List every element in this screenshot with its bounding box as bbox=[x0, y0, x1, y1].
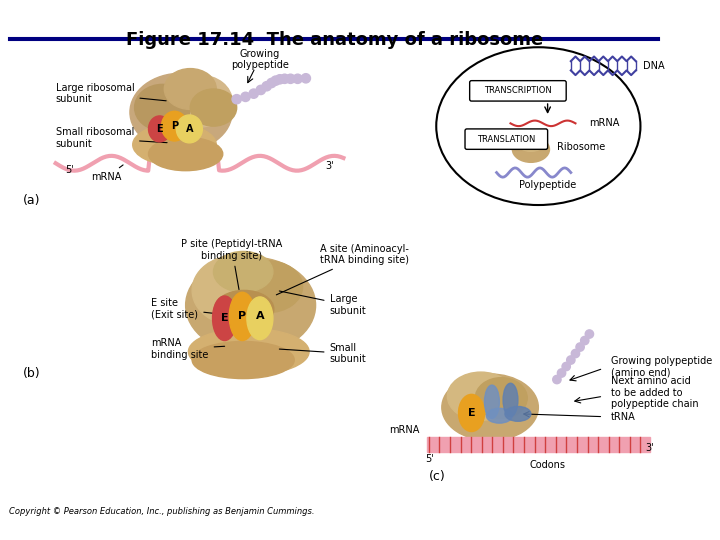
Ellipse shape bbox=[475, 377, 527, 418]
Circle shape bbox=[280, 74, 289, 84]
Ellipse shape bbox=[215, 291, 274, 328]
Text: mRNA
binding site: mRNA binding site bbox=[151, 338, 225, 360]
Circle shape bbox=[293, 74, 302, 84]
Circle shape bbox=[249, 89, 258, 98]
Ellipse shape bbox=[167, 75, 232, 127]
Text: Next amino acid
to be added to
polypeptide chain: Next amino acid to be added to polypepti… bbox=[611, 376, 698, 409]
Text: E: E bbox=[221, 313, 228, 323]
Circle shape bbox=[232, 94, 241, 104]
Text: 5': 5' bbox=[66, 165, 74, 175]
Text: 3': 3' bbox=[645, 443, 654, 453]
Circle shape bbox=[571, 349, 580, 357]
Text: Growing polypeptide
(amino end): Growing polypeptide (amino end) bbox=[611, 356, 712, 377]
Ellipse shape bbox=[442, 374, 539, 441]
Ellipse shape bbox=[192, 255, 282, 326]
Ellipse shape bbox=[176, 115, 202, 143]
Circle shape bbox=[262, 82, 271, 91]
Text: 3': 3' bbox=[325, 161, 334, 171]
Circle shape bbox=[553, 375, 561, 384]
Ellipse shape bbox=[130, 73, 232, 151]
Ellipse shape bbox=[229, 292, 256, 341]
Circle shape bbox=[275, 75, 284, 84]
Text: A site (Aminoacyl-
tRNA binding site): A site (Aminoacyl- tRNA binding site) bbox=[276, 244, 409, 295]
Ellipse shape bbox=[487, 408, 513, 423]
Text: E site
(Exit site): E site (Exit site) bbox=[151, 298, 214, 320]
Ellipse shape bbox=[148, 116, 171, 142]
Text: Growing
polypeptide: Growing polypeptide bbox=[231, 49, 289, 70]
Ellipse shape bbox=[189, 328, 309, 375]
Circle shape bbox=[241, 92, 250, 102]
Circle shape bbox=[580, 336, 589, 345]
Circle shape bbox=[301, 73, 310, 83]
Text: P: P bbox=[171, 121, 178, 131]
Text: mRNA: mRNA bbox=[91, 165, 123, 182]
Circle shape bbox=[562, 362, 570, 370]
Text: TRANSCRIPTION: TRANSCRIPTION bbox=[484, 86, 552, 96]
Text: tRNA: tRNA bbox=[611, 411, 636, 422]
Ellipse shape bbox=[135, 84, 190, 131]
Text: P site (Peptidyl-tRNA
binding site): P site (Peptidyl-tRNA binding site) bbox=[181, 239, 283, 289]
Circle shape bbox=[567, 356, 575, 364]
Text: (c): (c) bbox=[429, 470, 446, 483]
Ellipse shape bbox=[161, 111, 187, 141]
Text: (a): (a) bbox=[23, 194, 41, 207]
Ellipse shape bbox=[459, 394, 485, 431]
Circle shape bbox=[557, 369, 566, 377]
Ellipse shape bbox=[505, 407, 531, 421]
Text: P: P bbox=[238, 312, 246, 321]
Circle shape bbox=[267, 78, 276, 87]
Ellipse shape bbox=[190, 89, 237, 126]
Text: Codons: Codons bbox=[530, 460, 566, 470]
Ellipse shape bbox=[513, 136, 549, 163]
Text: A: A bbox=[186, 124, 193, 134]
Ellipse shape bbox=[132, 124, 216, 165]
Ellipse shape bbox=[192, 341, 294, 379]
Circle shape bbox=[256, 85, 266, 94]
Ellipse shape bbox=[516, 133, 546, 151]
Ellipse shape bbox=[214, 252, 273, 292]
Ellipse shape bbox=[436, 47, 641, 205]
Ellipse shape bbox=[503, 383, 518, 417]
Circle shape bbox=[576, 343, 585, 351]
Bar bbox=[427, 437, 649, 452]
Text: Figure 17.14  The anatomy of a ribosome: Figure 17.14 The anatomy of a ribosome bbox=[125, 31, 543, 49]
Text: Ribosome: Ribosome bbox=[557, 143, 605, 152]
Ellipse shape bbox=[164, 69, 216, 110]
Ellipse shape bbox=[485, 385, 500, 418]
Text: Large ribosomal
subunit: Large ribosomal subunit bbox=[55, 83, 166, 104]
Text: Copyright © Pearson Education, Inc., publishing as Benjamin Cummings.: Copyright © Pearson Education, Inc., pub… bbox=[9, 507, 315, 516]
Text: (b): (b) bbox=[23, 367, 41, 381]
Circle shape bbox=[286, 74, 295, 84]
Ellipse shape bbox=[232, 261, 302, 313]
Circle shape bbox=[271, 76, 280, 85]
Text: E: E bbox=[156, 124, 163, 134]
Circle shape bbox=[585, 330, 593, 338]
Text: Small
subunit: Small subunit bbox=[279, 343, 366, 364]
FancyBboxPatch shape bbox=[469, 80, 566, 101]
Text: mRNA: mRNA bbox=[390, 424, 420, 435]
Text: mRNA: mRNA bbox=[590, 118, 620, 129]
Text: Large
subunit: Large subunit bbox=[279, 291, 366, 316]
Text: 5': 5' bbox=[426, 454, 434, 464]
Ellipse shape bbox=[186, 257, 315, 354]
Ellipse shape bbox=[447, 372, 514, 420]
Ellipse shape bbox=[247, 297, 273, 340]
Text: E: E bbox=[468, 408, 475, 418]
Ellipse shape bbox=[212, 296, 237, 341]
Text: A: A bbox=[256, 312, 264, 321]
Text: Small ribosomal
subunit: Small ribosomal subunit bbox=[55, 127, 167, 149]
Ellipse shape bbox=[148, 137, 222, 171]
FancyBboxPatch shape bbox=[465, 129, 548, 150]
Text: Polypeptide: Polypeptide bbox=[519, 180, 576, 190]
Text: TRANSLATION: TRANSLATION bbox=[477, 134, 535, 144]
Text: DNA: DNA bbox=[643, 61, 665, 71]
